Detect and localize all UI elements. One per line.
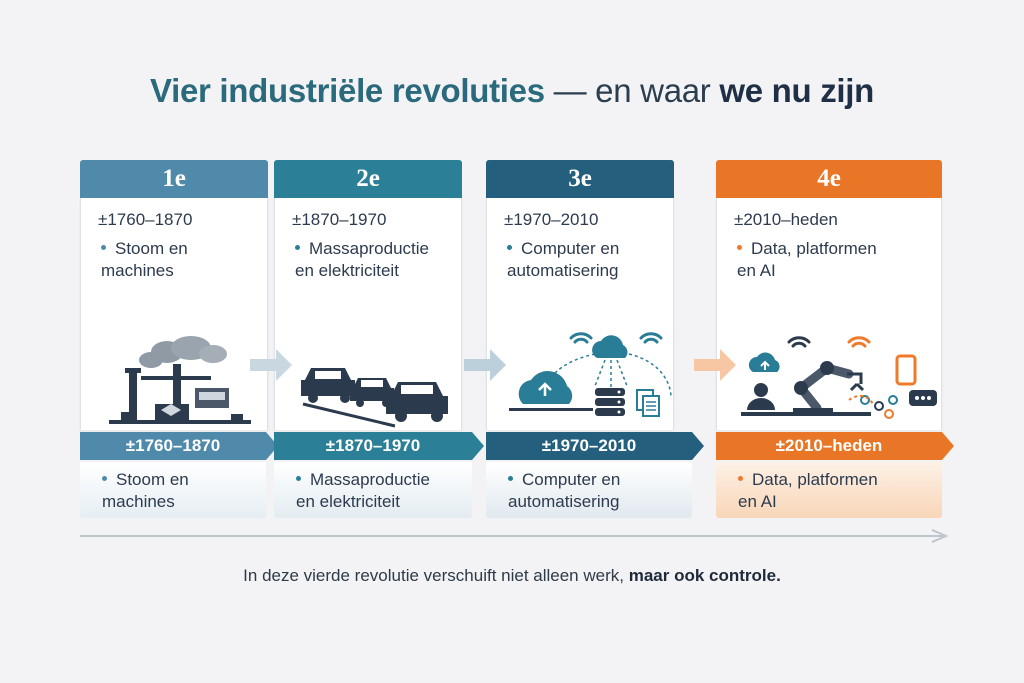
revolution-3-bottom-line2: automatisering: [508, 492, 620, 511]
revolution-2-bottom-line2: en elektriciteit: [296, 492, 400, 511]
revolution-4-card: ±2010–heden Data, platformen en AI: [716, 198, 942, 430]
revolution-4-period: ±2010–heden: [734, 210, 838, 229]
bullet-dot: [507, 245, 512, 251]
revolution-3-desc-line1: Computer en: [521, 239, 620, 258]
arrow-right-icon: [250, 349, 292, 381]
cloud-server-icon: [509, 332, 672, 417]
bullet-dot: [737, 245, 742, 251]
revolution-2-bottom: Massaproductie en elektriciteit: [274, 462, 472, 518]
revolution-3: 3e ±1970–2010 Computer en automatisering: [486, 160, 674, 430]
band-shape-1: [80, 432, 278, 460]
revolution-2-desc-line2: en elektriciteit: [295, 261, 399, 280]
bullet-dot: [101, 245, 106, 251]
revolution-1: 1e ±1760–1870 Stoom en machines: [80, 160, 268, 430]
bullet-dot: [296, 476, 301, 482]
bullet-dot: [102, 476, 107, 482]
revolution-4-band-period: ±2010–heden: [775, 436, 883, 455]
robot-ai-icon: [741, 336, 937, 419]
revolution-3-band-period: ±1970–2010: [541, 436, 637, 455]
revolution-4-description: Data, platformen en AI: [737, 238, 897, 282]
revolution-3-description: Computer en automatisering: [507, 238, 667, 282]
band-shape-4: [716, 432, 954, 460]
revolution-3-desc-line2: automatisering: [507, 261, 619, 280]
revolution-3-card: ±1970–2010 Computer en automatisering: [486, 198, 674, 430]
revolution-3-bottom-line1: Computer en: [522, 470, 621, 489]
revolution-1-description: Stoom en machines: [101, 238, 261, 282]
revolution-1-bottom-text: Stoom en machines: [102, 469, 262, 513]
timeline-line: [80, 535, 946, 537]
title-part-3: we nu zijn: [719, 72, 875, 109]
revolution-2-desc-line1: Massaproductie: [309, 239, 430, 258]
revolution-2-band-period: ±1870–1970: [325, 436, 421, 455]
bullet-dot: [508, 476, 513, 482]
band-shape-2: [274, 432, 484, 460]
arrow-right-icon: [694, 349, 736, 381]
caption-normal: In deze vierde revolutie verschuift niet…: [243, 566, 629, 585]
revolution-4-bottom-text: Data, platformen en AI: [738, 469, 898, 513]
revolution-4-label: 4e: [716, 160, 942, 198]
factory-icon: [109, 336, 251, 424]
title-part-1: Vier industriële revoluties: [149, 72, 545, 109]
revolution-2-card: ±1870–1970 Massaproductie en elektricitei…: [274, 198, 462, 430]
revolution-3-period: ±1970–2010: [504, 210, 599, 229]
revolution-3-bottom: Computer en automatisering: [486, 462, 692, 518]
caption-bold: maar ook controle.: [628, 566, 781, 585]
bullet-dot: [738, 476, 743, 482]
revolution-2-bottom-text: Massaproductie en elektriciteit: [296, 469, 456, 513]
revolution-1-band-period: ±1760–1870: [125, 436, 221, 455]
timeline-arrow-icon: [931, 529, 948, 543]
revolution-4-desc-line2: en AI: [737, 261, 776, 280]
revolution-4-bottom: Data, platformen en AI: [716, 462, 942, 518]
revolution-2-label: 2e: [274, 160, 462, 198]
revolution-4-bottom-line2: en AI: [738, 492, 777, 511]
revolution-4-desc-line1: Data, platformen: [751, 239, 877, 258]
revolution-1-period: ±1760–1870: [98, 210, 193, 229]
revolution-2-description: Massaproductie en elektriciteit: [295, 238, 455, 282]
arrow-right-icon: [464, 349, 506, 381]
revolution-2-period: ±1870–1970: [292, 210, 387, 229]
revolution-1-desc-line1: Stoom en: [115, 239, 188, 258]
revolution-4-bottom-line1: Data, platformen: [752, 470, 878, 489]
cars-icon: [301, 368, 448, 428]
revolution-1-desc-line2: machines: [101, 261, 174, 280]
revolution-4: 4e ±2010–heden Data, platformen en AI: [716, 160, 942, 430]
revolution-3-label: 3e: [486, 160, 674, 198]
revolution-1-bottom-line1: Stoom en: [116, 470, 189, 489]
page-title: Vier industriële revoluties — en waar we…: [0, 72, 1024, 110]
revolution-2: 2e ±1870–1970 Massaproductie en elektrici…: [274, 160, 462, 430]
revolution-3-bottom-text: Computer en automatisering: [508, 469, 668, 513]
revolution-1-label: 1e: [80, 160, 268, 198]
bullet-dot: [295, 245, 300, 251]
revolution-1-bottom: Stoom en machines: [80, 462, 266, 518]
revolution-2-bottom-line1: Massaproductie: [310, 470, 431, 489]
revolution-1-card: ±1760–1870 Stoom en machines: [80, 198, 268, 430]
revolution-1-bottom-line2: machines: [102, 492, 175, 511]
caption: In deze vierde revolutie verschuift niet…: [0, 566, 1024, 586]
title-part-2: — en waar: [544, 72, 720, 109]
band-shape-3: [486, 432, 704, 460]
